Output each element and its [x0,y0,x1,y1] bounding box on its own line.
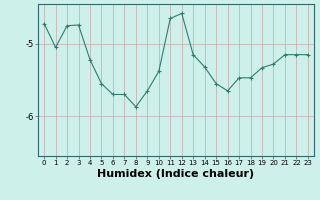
X-axis label: Humidex (Indice chaleur): Humidex (Indice chaleur) [97,169,255,179]
